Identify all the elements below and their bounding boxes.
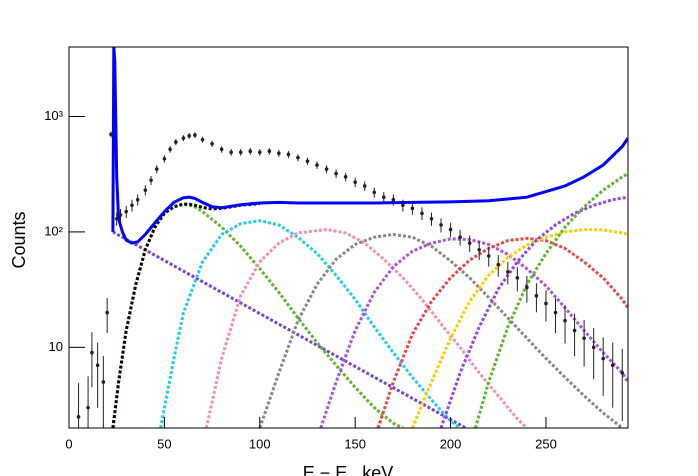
data-point bbox=[429, 216, 434, 221]
data-point bbox=[544, 301, 548, 306]
data-point bbox=[381, 195, 386, 199]
data-point bbox=[229, 150, 233, 155]
curve bbox=[439, 195, 628, 428]
data-point bbox=[149, 178, 153, 183]
data-point bbox=[135, 197, 140, 202]
data-point bbox=[277, 151, 281, 156]
data-point bbox=[257, 150, 262, 155]
data-point bbox=[420, 211, 424, 216]
x-tick-label: 250 bbox=[535, 436, 557, 451]
data-point bbox=[525, 285, 529, 290]
x-tick-label: 50 bbox=[157, 436, 171, 451]
data-point bbox=[496, 262, 501, 267]
data-point bbox=[334, 171, 338, 176]
data-point bbox=[143, 188, 148, 192]
data-point bbox=[174, 140, 178, 144]
data-point bbox=[534, 293, 539, 298]
data-point bbox=[187, 134, 191, 138]
data-point bbox=[620, 371, 625, 375]
data-point bbox=[315, 163, 319, 167]
data-point bbox=[305, 159, 310, 163]
data-point bbox=[130, 203, 134, 208]
data-point bbox=[582, 336, 586, 340]
data-point bbox=[591, 345, 596, 350]
data-point bbox=[601, 356, 605, 361]
data-point bbox=[515, 276, 520, 280]
x-tick-label: 100 bbox=[249, 436, 271, 451]
data-point bbox=[109, 132, 113, 137]
y-tick-label: 10³ bbox=[44, 108, 63, 123]
curve bbox=[258, 232, 624, 428]
data-point bbox=[168, 147, 172, 152]
data-point bbox=[210, 141, 214, 146]
data-point bbox=[95, 363, 100, 368]
data-point bbox=[90, 350, 94, 355]
data-point bbox=[486, 254, 491, 258]
data-point bbox=[467, 241, 472, 245]
data-point bbox=[296, 155, 300, 160]
data-point bbox=[610, 363, 615, 368]
curve bbox=[111, 47, 628, 245]
data-point bbox=[458, 235, 462, 239]
data-point bbox=[506, 270, 510, 274]
data-point bbox=[200, 137, 205, 142]
data-point bbox=[181, 136, 186, 140]
data-point bbox=[572, 328, 577, 333]
data-point bbox=[118, 213, 123, 217]
x-tick-label: 150 bbox=[344, 436, 366, 451]
plot-frame bbox=[68, 46, 629, 429]
data-point bbox=[248, 149, 253, 154]
data-point bbox=[439, 223, 443, 227]
data-point bbox=[154, 167, 159, 171]
curve bbox=[111, 203, 404, 428]
data-point bbox=[124, 209, 129, 214]
curve bbox=[376, 236, 628, 428]
data-point bbox=[324, 167, 329, 171]
plot-area bbox=[76, 47, 628, 428]
data-point bbox=[193, 133, 197, 137]
curve bbox=[411, 227, 628, 428]
data-point bbox=[343, 175, 348, 179]
x-tick-label: 0 bbox=[65, 436, 72, 451]
data-point bbox=[267, 149, 272, 154]
data-point bbox=[353, 180, 357, 184]
y-tick-label: 10 bbox=[49, 339, 63, 354]
data-point bbox=[477, 247, 481, 252]
y-axis-label: Counts bbox=[9, 211, 29, 268]
data-point bbox=[219, 147, 224, 152]
curve bbox=[112, 230, 467, 428]
y-tick-label: 10² bbox=[44, 223, 63, 238]
data-point bbox=[563, 318, 567, 323]
data-point bbox=[553, 310, 558, 315]
data-point bbox=[101, 380, 106, 384]
x-tick-label: 200 bbox=[440, 436, 462, 451]
data-point bbox=[76, 415, 81, 419]
data-point bbox=[362, 184, 367, 188]
data-point bbox=[391, 197, 396, 202]
curve bbox=[473, 172, 628, 428]
data-point bbox=[401, 203, 405, 208]
data-point bbox=[114, 216, 119, 221]
data-point bbox=[86, 405, 90, 410]
data-point bbox=[105, 310, 109, 315]
x-axis-label: E − E , keV bbox=[303, 463, 394, 476]
data-point bbox=[372, 190, 377, 195]
data-point bbox=[448, 227, 453, 232]
data-point bbox=[410, 206, 415, 211]
curve bbox=[159, 219, 461, 428]
data-point bbox=[238, 150, 243, 155]
curve bbox=[204, 227, 528, 428]
data-point bbox=[286, 152, 291, 157]
data-point bbox=[162, 156, 167, 161]
